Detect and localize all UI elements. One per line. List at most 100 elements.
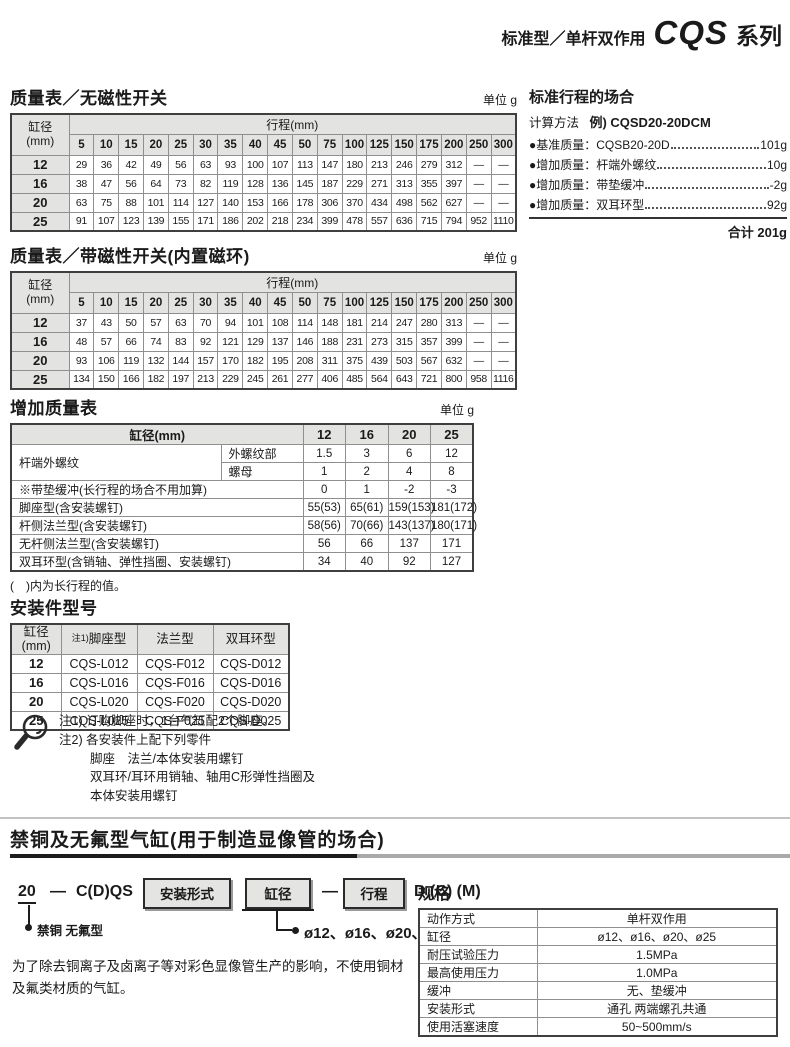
- mass-value-cell: 399: [316, 211, 343, 232]
- bore-column-header: 缸径(mm): [10, 113, 70, 156]
- calc-title: 标准行程的场合: [529, 89, 635, 106]
- spec-row: 缸径 ø12、ø16、ø20、ø25: [418, 927, 778, 946]
- mass-value-cell: 82: [192, 173, 219, 194]
- clevis-part-cell: CQS-D016: [212, 672, 290, 693]
- copper-free-section-title: 禁铜及无氟型气缸(用于制造显像管的场合): [10, 825, 790, 858]
- model-prefix: 20: [18, 883, 36, 904]
- section-title: 安装件型号: [10, 599, 98, 618]
- mass-value-cell: 643: [391, 369, 418, 390]
- mass-value-cell: 119: [217, 173, 244, 194]
- spec-row: 耐压试验压力 1.5MPa: [418, 945, 778, 964]
- mass-value-cell: 166: [118, 369, 144, 390]
- add-mass-value-cell: 70(66): [345, 516, 389, 535]
- mass-value-cell: 181: [341, 312, 368, 333]
- row-label: 双耳环型(含销轴、弹性挡圈、安装螺钉): [10, 552, 304, 572]
- magnifier-icon: [12, 712, 50, 806]
- calc-total: 合计 201g: [529, 217, 787, 241]
- thread-group-label: 杆端外螺纹: [10, 444, 222, 481]
- title-underline: [10, 854, 790, 858]
- table-footnote: ( )内为长行程的值。: [10, 579, 126, 593]
- mass-value-cell: 94: [217, 312, 244, 333]
- mass-value-cell: 557: [366, 211, 393, 232]
- mass-value-cell: 100: [242, 154, 269, 175]
- stroke-tick: 300: [490, 291, 517, 314]
- unit-label: 单位 g: [482, 251, 517, 265]
- mass-value-cell: 632: [440, 350, 467, 371]
- mass-value-cell: 157: [192, 350, 219, 371]
- mass-value-cell: 139: [142, 211, 169, 232]
- mass-value-cell: 136: [267, 173, 293, 194]
- stroke-tick: 5: [68, 133, 95, 156]
- add-mass-value-cell: -2: [387, 480, 431, 499]
- stroke-tick: 40: [242, 133, 269, 156]
- mass-value-cell: 107: [267, 154, 293, 175]
- bore-cell: 12: [10, 154, 70, 175]
- bore-cell: 20: [10, 192, 70, 213]
- mass-value-cell: 101: [242, 312, 269, 333]
- mass-value-cell: 123: [118, 211, 144, 232]
- prefix-connector-line: [28, 905, 30, 926]
- foot-part-cell: CQS-L020: [60, 691, 138, 712]
- dotted-leader: [670, 140, 760, 149]
- section-divider: [0, 817, 790, 819]
- mass-value-cell: 182: [142, 369, 169, 390]
- spec-value: 1.5MPa: [536, 945, 778, 964]
- mass-value-cell: 113: [291, 154, 318, 175]
- add-mass-value-cell: 66: [345, 534, 389, 553]
- spec-label: 缓冲: [418, 981, 538, 1000]
- note-line: 本体安装用螺钉: [90, 789, 178, 803]
- calc-item: ●增加质量：带垫缓冲 -2g: [529, 176, 787, 193]
- mass-table-row: 12 37 43 50 57 63 70 94 101 108 114 148 181 214 247 280…: [10, 312, 517, 333]
- mass-value-cell: 56: [118, 173, 144, 194]
- spec-row: 安装形式 通孔 两端螺孔共通: [418, 999, 778, 1018]
- calc-item-value: 101g: [760, 138, 787, 152]
- stroke-tick: 30: [192, 133, 219, 156]
- mass-value-cell: 49: [142, 154, 169, 175]
- add-mass-value-cell: 1.5: [302, 444, 346, 463]
- spec-value: 50~500mm/s: [536, 1017, 778, 1037]
- add-mass-row: 杆侧法兰型(含安装螺钉) 58(56) 70(66) 143(137) 180(171): [10, 516, 477, 535]
- stroke-tick: 100: [341, 133, 368, 156]
- mass-value-cell: 114: [167, 192, 194, 213]
- mass-value-cell: 375: [341, 350, 368, 371]
- mass-value-cell: 134: [68, 369, 95, 390]
- mass-value-cell: 306: [316, 192, 343, 213]
- mass-value-cell: 800: [440, 369, 467, 390]
- stroke-header: 行程(mm): [68, 113, 517, 135]
- mass-value-cell: 1116: [490, 369, 517, 390]
- model-dash: —: [50, 883, 66, 900]
- add-mass-value-cell: 1: [345, 480, 389, 499]
- stroke-tick: 175: [416, 133, 442, 156]
- mass-value-cell: 132: [142, 350, 169, 371]
- mass-value-cell: 399: [440, 331, 467, 352]
- mass-value-cell: 370: [341, 192, 368, 213]
- mass-value-cell: 146: [291, 331, 318, 352]
- mass-value-cell: 229: [341, 173, 368, 194]
- add-mass-value-cell: 65(61): [345, 498, 389, 517]
- add-mass-value-cell: 8: [430, 462, 474, 481]
- stroke-tick: 175: [416, 291, 442, 314]
- bore-cell: 20: [10, 691, 62, 712]
- mass-value-cell: 36: [93, 154, 120, 175]
- mass-value-cell: 108: [267, 312, 293, 333]
- row-label: 螺母: [220, 462, 304, 481]
- stroke-tick: 25: [167, 133, 194, 156]
- bore-column-header: 缸径(mm): [10, 623, 62, 655]
- mounting-style-box: 安装形式: [143, 878, 231, 909]
- mass-value-cell: 794: [440, 211, 467, 232]
- bore-connector-dot: [292, 927, 299, 934]
- mass-value-cell: 91: [68, 211, 95, 232]
- stroke-tick: 10: [93, 133, 120, 156]
- mass-value-cell: 261: [267, 369, 293, 390]
- mass-value-cell: —: [490, 331, 517, 352]
- additional-mass-table: 缸径(mm) 12 16 20 25 杆端外螺纹 外螺纹部 1.5 3 6 12 螺母 1 2 4 8 ※带垫缓…: [10, 423, 477, 572]
- calc-item: ●基准质量：CQSB20-20D 101g: [529, 136, 787, 153]
- stroke-tick: 50: [291, 291, 318, 314]
- mass-value-cell: 315: [391, 331, 418, 352]
- description-paragraph: 为了除去铜离子及卤离子等对彩色显像管生产的影响，不使用铜材及氟类材质的气缸。: [12, 959, 404, 996]
- mass-value-cell: 958: [465, 369, 492, 390]
- mass-value-cell: 155: [167, 211, 194, 232]
- mass-value-cell: 75: [93, 192, 120, 213]
- spec-label: 最高使用压力: [418, 963, 538, 982]
- bore-connector-hline: [276, 929, 292, 931]
